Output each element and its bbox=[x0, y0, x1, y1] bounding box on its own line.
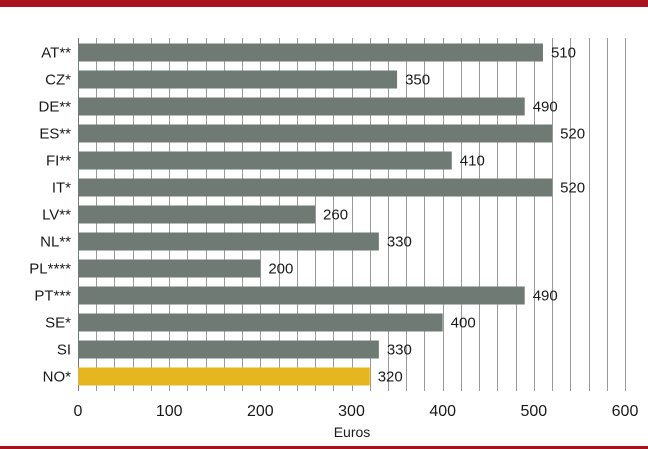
top-accent-bar bbox=[0, 0, 648, 7]
bottom-accent-bar bbox=[0, 446, 648, 449]
value-label: 410 bbox=[460, 153, 485, 170]
bar bbox=[78, 313, 443, 332]
category-label: ES** bbox=[39, 126, 71, 143]
category-label: CZ* bbox=[45, 72, 71, 89]
category-label: SI bbox=[57, 342, 71, 359]
bar bbox=[78, 124, 553, 143]
category-label: LV** bbox=[42, 207, 71, 224]
x-tick-label: 600 bbox=[612, 403, 639, 420]
value-label: 330 bbox=[387, 342, 412, 359]
grid-lines bbox=[78, 38, 626, 391]
bar bbox=[78, 367, 370, 386]
x-tick-label: 200 bbox=[247, 403, 274, 420]
bar bbox=[78, 340, 379, 359]
category-label: AT** bbox=[41, 45, 71, 62]
bar bbox=[78, 70, 398, 89]
value-label: 490 bbox=[533, 288, 558, 305]
x-axis-ticks: 0 100 200 300 400 500 600 bbox=[74, 403, 639, 420]
bar bbox=[78, 151, 452, 170]
bar bbox=[78, 205, 316, 224]
bar bbox=[78, 43, 543, 62]
value-label: 350 bbox=[405, 72, 430, 89]
value-label: 200 bbox=[268, 261, 293, 278]
value-label: 520 bbox=[560, 126, 585, 143]
category-label: NL** bbox=[40, 234, 71, 251]
x-tick-label: 300 bbox=[338, 403, 365, 420]
x-axis-title: Euros bbox=[334, 424, 371, 440]
category-label: IT* bbox=[52, 180, 71, 197]
bar bbox=[78, 232, 379, 251]
bar bbox=[78, 97, 525, 116]
category-label: DE** bbox=[38, 99, 71, 116]
value-label: 490 bbox=[533, 99, 558, 116]
x-tick-label: 400 bbox=[429, 403, 456, 420]
bar bbox=[78, 178, 553, 197]
value-label: 320 bbox=[378, 369, 403, 386]
value-label: 510 bbox=[551, 45, 576, 62]
bar bbox=[78, 286, 525, 305]
value-label: 330 bbox=[387, 234, 412, 251]
x-tick-label: 100 bbox=[156, 403, 183, 420]
x-tick-label: 500 bbox=[520, 403, 547, 420]
category-label: PL**** bbox=[29, 261, 71, 278]
value-label: 400 bbox=[451, 315, 476, 332]
category-label: PT*** bbox=[34, 288, 71, 305]
x-tick-label: 0 bbox=[74, 403, 83, 420]
category-labels: AT** CZ* DE** ES** FI** IT* LV** NL** PL**** PT**… bbox=[29, 45, 71, 386]
value-label: 520 bbox=[560, 180, 585, 197]
category-label: NO* bbox=[43, 369, 72, 386]
value-label: 260 bbox=[323, 207, 348, 224]
category-label: SE* bbox=[45, 315, 71, 332]
bars bbox=[78, 43, 553, 386]
bar bbox=[78, 259, 261, 278]
category-label: FI** bbox=[46, 153, 71, 170]
